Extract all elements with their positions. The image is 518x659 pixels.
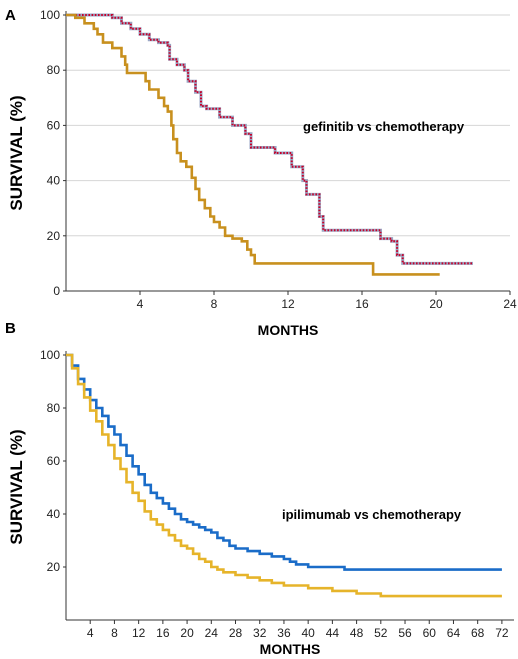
panel-letter: B bbox=[5, 320, 16, 337]
x-tick-label: 72 bbox=[495, 626, 509, 640]
panel-letter: A bbox=[5, 7, 16, 24]
chart-annotation: ipilimumab vs chemotherapy bbox=[282, 507, 462, 522]
x-tick-label: 20 bbox=[180, 626, 194, 640]
y-tick-label: 80 bbox=[47, 63, 61, 77]
x-tick-label: 64 bbox=[447, 626, 461, 640]
y-axis-label: SURVIVAL (%) bbox=[7, 429, 26, 544]
chart-annotation: gefinitib vs chemotherapy bbox=[303, 119, 465, 134]
y-tick-label: 100 bbox=[40, 348, 60, 362]
x-tick-label: 48 bbox=[350, 626, 364, 640]
x-tick-label: 20 bbox=[429, 297, 443, 311]
series-line bbox=[66, 353, 502, 571]
y-tick-label: 100 bbox=[40, 8, 60, 22]
y-tick-label: 80 bbox=[47, 401, 61, 415]
x-tick-label: 12 bbox=[132, 626, 146, 640]
x-tick-label: 36 bbox=[277, 626, 291, 640]
x-tick-label: 56 bbox=[398, 626, 412, 640]
y-tick-label: 20 bbox=[47, 229, 61, 243]
y-tick-label: 20 bbox=[47, 560, 61, 574]
x-axis-label: MONTHS bbox=[260, 641, 321, 657]
series-line bbox=[66, 13, 440, 276]
y-tick-label: 0 bbox=[53, 284, 60, 298]
x-tick-label: 44 bbox=[326, 626, 340, 640]
x-tick-label: 68 bbox=[471, 626, 485, 640]
chart-panel-a: 0 20 40 60 80 100 4 8 12 16 20 24 A MONTHS SURVIVAL (%… bbox=[5, 7, 517, 338]
y-tick-label: 60 bbox=[47, 454, 61, 468]
series-line bbox=[66, 14, 473, 265]
y-tick-label: 40 bbox=[47, 174, 61, 188]
x-tick-label: 16 bbox=[156, 626, 170, 640]
x-tick-label: 24 bbox=[205, 626, 219, 640]
x-tick-label: 8 bbox=[111, 626, 118, 640]
series-line bbox=[66, 353, 502, 598]
x-tick-label: 52 bbox=[374, 626, 388, 640]
y-tick-label: 40 bbox=[47, 507, 61, 521]
series-line-underlay bbox=[66, 13, 473, 265]
x-tick-label: 60 bbox=[423, 626, 437, 640]
x-tick-label: 16 bbox=[355, 297, 369, 311]
x-tick-label: 8 bbox=[211, 297, 218, 311]
x-tick-label: 4 bbox=[87, 626, 94, 640]
x-tick-label: 12 bbox=[281, 297, 295, 311]
x-tick-label: 28 bbox=[229, 626, 243, 640]
x-axis-label: MONTHS bbox=[258, 322, 319, 338]
y-tick-label: 60 bbox=[47, 118, 61, 132]
x-tick-label: 40 bbox=[301, 626, 315, 640]
x-tick-label: 4 bbox=[137, 297, 144, 311]
y-axis-label: SURVIVAL (%) bbox=[7, 95, 26, 210]
x-tick-label: 24 bbox=[503, 297, 517, 311]
x-tick-label: 32 bbox=[253, 626, 267, 640]
